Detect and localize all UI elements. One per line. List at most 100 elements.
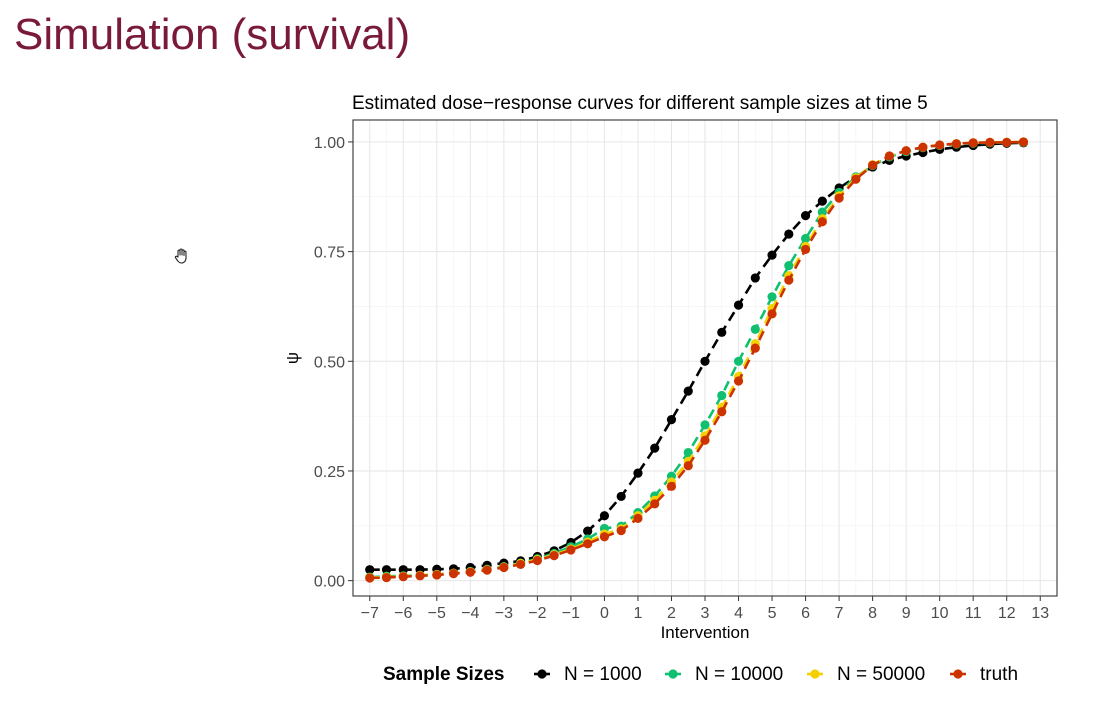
- y-tick-label: 0.75: [314, 245, 345, 262]
- data-point: [683, 461, 693, 471]
- data-point: [817, 196, 827, 206]
- data-point: [817, 217, 827, 227]
- data-point: [566, 545, 576, 555]
- data-point: [784, 261, 794, 271]
- chart-title: Estimated dose−response curves for diffe…: [352, 93, 928, 114]
- data-point: [583, 526, 593, 536]
- x-tick-label: 4: [734, 605, 743, 622]
- data-point: [951, 139, 962, 149]
- data-point: [633, 468, 643, 478]
- legend: Sample Sizes N = 1000 N = 10000 N = 50000 t…: [383, 664, 1018, 685]
- y-tick-label: 0.50: [314, 354, 345, 371]
- data-point: [717, 407, 727, 417]
- x-tick-label: −1: [562, 605, 580, 622]
- legend-label: N = 50000: [837, 664, 925, 685]
- x-tick-label: −6: [394, 605, 412, 622]
- data-point: [750, 343, 760, 353]
- x-tick-label: 1: [633, 605, 642, 622]
- series-line: [369, 141, 1024, 571]
- legend-key-point: [537, 669, 547, 679]
- data-point: [767, 292, 777, 302]
- x-tick-label: 9: [902, 605, 911, 622]
- legend-title: Sample Sizes: [383, 664, 504, 685]
- x-tick-label: 13: [1031, 605, 1049, 622]
- x-tick-label: 6: [801, 605, 810, 622]
- data-point: [616, 526, 626, 536]
- data-point: [599, 511, 610, 521]
- data-point: [666, 481, 677, 491]
- data-point: [733, 300, 744, 310]
- x-tick-label: 2: [667, 605, 676, 622]
- data-point: [700, 435, 710, 445]
- x-tick-label: 0: [600, 605, 609, 622]
- x-tick-label: 10: [931, 605, 949, 622]
- x-tick-label: −2: [528, 605, 546, 622]
- data-point: [935, 140, 945, 150]
- data-point: [532, 555, 542, 566]
- data-point: [650, 499, 660, 509]
- data-point: [717, 327, 727, 337]
- data-point: [381, 565, 392, 575]
- x-tick-label: −4: [461, 605, 479, 622]
- legend-key-point: [953, 669, 963, 679]
- data-point: [733, 356, 744, 366]
- y-tick-label: 0.25: [314, 464, 345, 481]
- data-point: [767, 309, 777, 319]
- data-point: [516, 559, 526, 570]
- data-point: [549, 551, 559, 561]
- x-tick-label: 7: [835, 605, 844, 622]
- data-point: [683, 447, 693, 458]
- data-point: [415, 571, 425, 581]
- legend-key-point: [810, 669, 820, 679]
- x-axis-title: Intervention: [661, 623, 750, 642]
- data-point: [432, 570, 442, 580]
- data-point: [398, 572, 408, 582]
- data-point: [851, 174, 861, 184]
- data-point: [448, 569, 459, 579]
- data-point: [784, 229, 794, 239]
- data-point: [482, 565, 492, 575]
- data-point: [583, 539, 593, 549]
- data-point: [365, 565, 375, 575]
- legend-label: N = 10000: [695, 664, 783, 685]
- data-point: [616, 491, 626, 502]
- data-point: [901, 146, 911, 156]
- series-line: [369, 141, 1024, 579]
- data-point: [499, 562, 509, 573]
- x-tick-label: −7: [361, 605, 379, 622]
- slide-title: Simulation (survival): [14, 10, 411, 59]
- data-point: [683, 386, 693, 396]
- data-point: [800, 233, 811, 244]
- data-point: [733, 376, 744, 386]
- hand-cursor-icon: [174, 248, 187, 264]
- data-point: [767, 250, 777, 260]
- data-point: [834, 193, 844, 203]
- data-point: [800, 244, 811, 255]
- data-point: [784, 275, 794, 285]
- x-tick-label: 8: [868, 605, 877, 622]
- data-point: [700, 356, 710, 366]
- series-3: [365, 137, 1029, 583]
- data-point: [650, 443, 660, 453]
- y-tick-label: 1.00: [314, 135, 345, 152]
- data-point: [868, 160, 878, 170]
- data-point: [918, 142, 928, 152]
- data-point: [800, 211, 811, 221]
- legend-label: N = 1000: [564, 664, 642, 685]
- data-point: [381, 572, 392, 583]
- legend-key-point: [668, 669, 678, 679]
- x-tick-label: −3: [495, 605, 513, 622]
- y-axis-title: ψ: [283, 352, 302, 364]
- data-point: [633, 513, 643, 523]
- data-point: [985, 137, 995, 147]
- y-tick-label: 0.00: [314, 574, 345, 591]
- data-point: [465, 567, 475, 577]
- data-point: [666, 415, 677, 425]
- data-point: [750, 324, 760, 334]
- axes: −7 −6 −5 −4 −3 −2 −1 0 1 2 3 4 5 6 7 8 9 10 11 12 130.000.25…: [314, 135, 1049, 622]
- data-point: [365, 573, 375, 583]
- legend-label: truth: [980, 664, 1018, 685]
- data-point: [817, 207, 827, 217]
- x-tick-label: 3: [701, 605, 710, 622]
- x-tick-label: 12: [998, 605, 1016, 622]
